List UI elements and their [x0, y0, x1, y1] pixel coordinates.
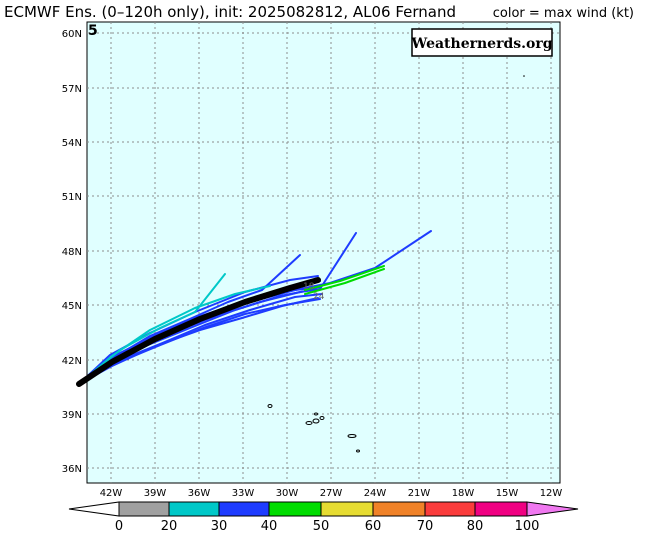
scale-tick: 50 [313, 519, 330, 533]
lon-label: 15W [496, 488, 519, 499]
chart-title: ECMWF Ens. (0–120h only), init: 20250828… [4, 3, 457, 21]
azores-islands [267, 404, 360, 453]
lat-label: 48N [62, 247, 82, 258]
lon-label: 33W [232, 488, 255, 499]
lon-label: 39W [144, 488, 167, 499]
lat-label: 57N [62, 84, 82, 95]
lat-label: 60N [62, 29, 82, 40]
lon-label: 27W [320, 488, 343, 499]
track-label-24: 24 [313, 292, 325, 302]
ensemble-track [78, 254, 301, 385]
scale-segment [526, 501, 579, 517]
lon-label: 12W [540, 488, 563, 499]
scale-segment [168, 501, 220, 517]
scale-tick: 60 [365, 519, 382, 533]
ensemble-track [304, 265, 385, 291]
scale-tick: 20 [161, 519, 178, 533]
ensemble-track [304, 268, 385, 295]
scale-segment [118, 501, 170, 517]
weathernerds-logo: Weathernerds.org [411, 28, 553, 57]
scale-tick: 100 [515, 519, 540, 533]
grid [87, 22, 560, 483]
logo-text: Weathernerds.org [411, 36, 553, 52]
track-label-18: 18 [303, 282, 315, 292]
scale-ticks: 0 20 30 40 50 60 70 80 100 [115, 519, 540, 533]
ensemble-track [78, 285, 271, 385]
lon-label: 21W [408, 488, 431, 499]
lat-label: 42N [62, 356, 82, 367]
scale-segment [474, 501, 528, 517]
scale-tick: 80 [467, 519, 484, 533]
corner-glyph: 5 [88, 23, 98, 39]
color-legend-caption: color = max wind (kt) [492, 6, 634, 21]
map-frame [86, 21, 561, 484]
lon-axis: 42W 39W 36W 33W 30W 27W 24W 21W 18W 15W … [100, 488, 563, 499]
lat-label: 51N [62, 192, 82, 203]
scale-tick: 70 [417, 519, 434, 533]
lat-label: 45N [62, 301, 82, 312]
lat-label: 39N [62, 410, 82, 421]
lon-label: 30W [276, 488, 299, 499]
scale-segment [372, 501, 426, 517]
scale-segment [68, 501, 120, 517]
lon-label: 42W [100, 488, 123, 499]
lon-label: 24W [364, 488, 387, 499]
lon-label: 18W [452, 488, 475, 499]
lat-label: 36N [62, 464, 82, 475]
scale-segment [424, 501, 476, 517]
lon-label: 36W [188, 488, 211, 499]
scale-tick: 30 [211, 519, 228, 533]
lat-label: 54N [62, 138, 82, 149]
scale-tick: 40 [261, 519, 278, 533]
scale-segment [218, 501, 270, 517]
scale-segment [268, 501, 322, 517]
scale-tick: 0 [115, 519, 123, 533]
ensemble-mean-track [76, 277, 321, 387]
lat-axis: 60N 57N 54N 51N 48N 45N 42N 39N 36N [62, 29, 82, 475]
scale-segment [320, 501, 374, 517]
speck [523, 75, 525, 77]
wind-color-scale [68, 501, 579, 517]
